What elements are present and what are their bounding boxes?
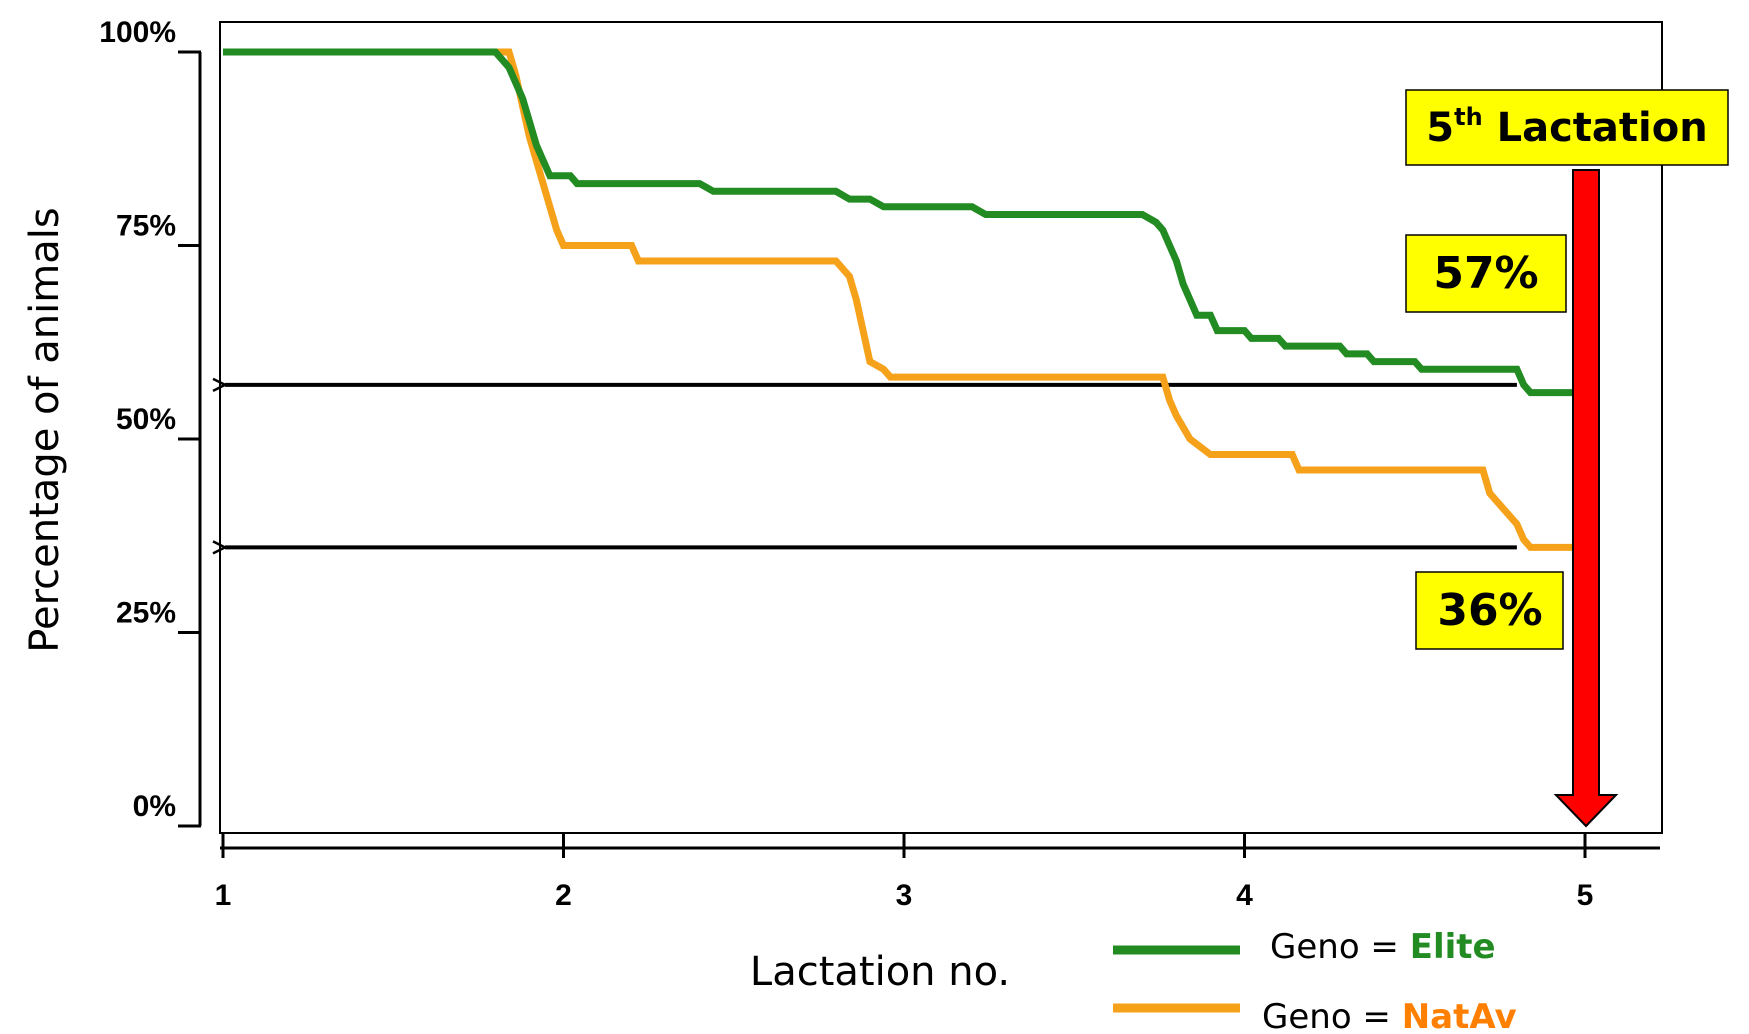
legend-geno-elite: Elite — [1410, 927, 1496, 967]
legend-prefix-natav: Geno = — [1262, 997, 1402, 1034]
x-tick-label: 5 — [1577, 879, 1594, 912]
x-axis-ticks: 1 2 3 4 5 — [215, 833, 1594, 912]
x-axis-title: Lactation no. — [750, 949, 1010, 995]
y-axis-title: Percentage of animals — [22, 207, 68, 652]
legend-prefix-elite: Geno = — [1270, 927, 1410, 967]
legend-label-elite: Geno = Elite — [1270, 927, 1496, 967]
legend-label-natav: Geno = NatAv — [1262, 997, 1517, 1034]
callout-fifth-base: 5 — [1426, 105, 1454, 151]
y-tick-label: 50% — [116, 403, 176, 436]
fifth-lactation-arrow — [1553, 169, 1619, 828]
x-tick-label: 1 — [215, 879, 232, 912]
x-tick-label: 4 — [1236, 879, 1253, 912]
callout-fifth-rest: Lactation — [1483, 105, 1708, 151]
callout-fifth-lactation-text: 5th Lactation — [1426, 103, 1707, 151]
callout-fifth-lactation: 5th Lactation — [1405, 89, 1729, 166]
y-tick-label: 0% — [133, 790, 176, 823]
reference-arrows — [225, 385, 1517, 548]
callout-57-box — [1405, 234, 1567, 313]
y-tick-label: 75% — [116, 210, 176, 243]
series-line-elite — [223, 48, 1585, 397]
callout-36: 36% — [1415, 571, 1564, 650]
y-axis-ticks: 0% 25% 50% 75% 100% — [99, 16, 201, 828]
legend-geno-natav: NatAv — [1402, 997, 1517, 1034]
legend: Geno = Elite Geno = NatAv — [1113, 927, 1517, 1034]
callout-57: 57% — [1405, 234, 1567, 313]
callout-57-text: 57% — [1433, 248, 1538, 299]
plot-frame — [219, 21, 1663, 834]
series-line-natav — [223, 48, 1585, 551]
x-tick-label: 3 — [896, 879, 913, 912]
x-tick-label: 2 — [555, 879, 572, 912]
y-tick-label: 100% — [99, 16, 176, 49]
callout-36-text: 36% — [1437, 585, 1542, 636]
y-tick-label: 25% — [116, 597, 176, 630]
callout-fifth-sup: th — [1454, 103, 1483, 131]
series-layer — [223, 48, 1585, 551]
callout-fifth-lactation-box — [1405, 89, 1729, 166]
callout-36-box — [1415, 571, 1564, 650]
red-down-arrow — [1553, 169, 1619, 828]
